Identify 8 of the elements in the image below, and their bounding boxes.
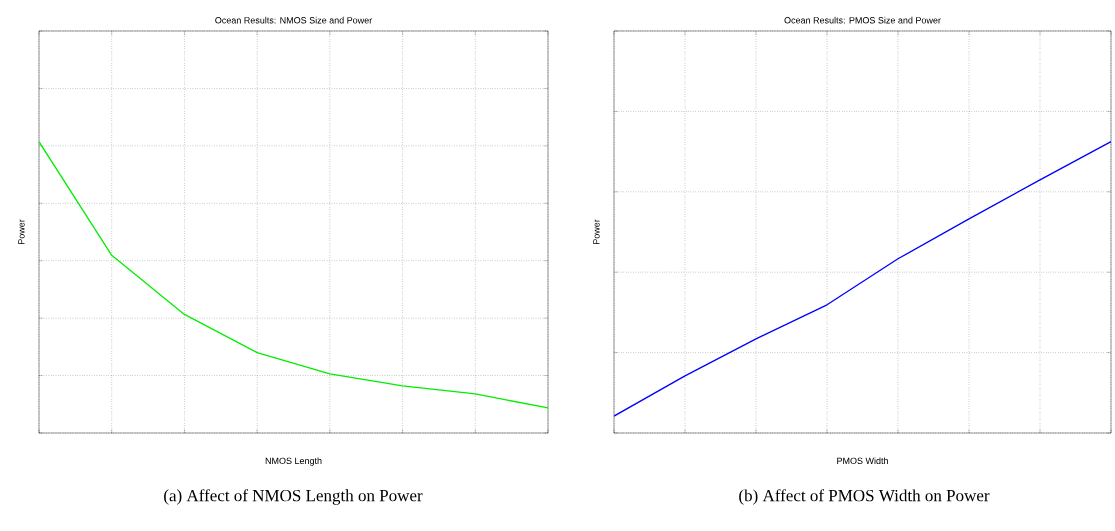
y-axis-title: Power (593, 219, 600, 245)
chart-title: Ocean Results: NMOS Size and Power (215, 16, 373, 24)
chart-title: Ocean Results: PMOS Size and Power (784, 16, 941, 24)
text: (a) Affect of NMOS Length on Power (164, 489, 423, 505)
x-axis-title: NMOS Length (265, 457, 322, 466)
y-axis-title: Power (18, 219, 25, 245)
text: (b) Affect of PMOS Width on Power (739, 489, 990, 505)
x-axis-title: PMOS Width (837, 457, 888, 465)
